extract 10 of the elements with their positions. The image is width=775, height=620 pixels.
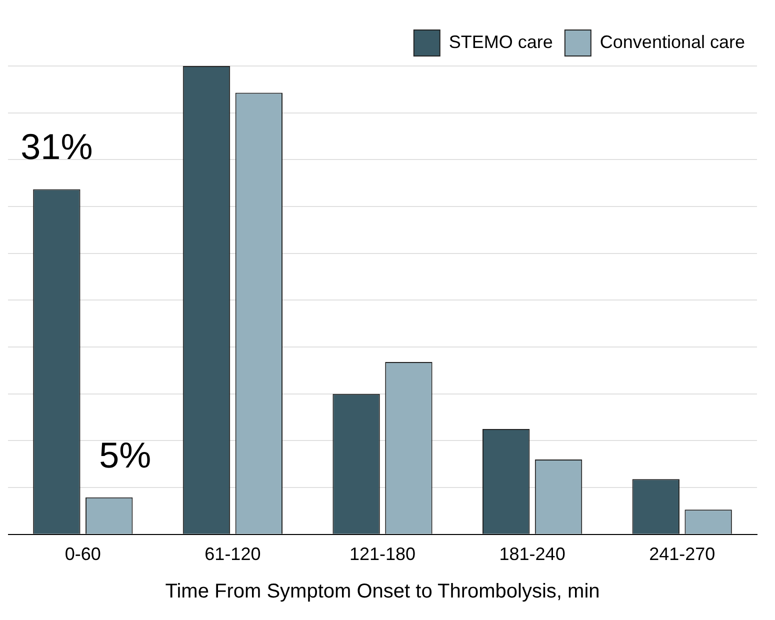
legend-label: Conventional care xyxy=(600,32,746,52)
x-tick-label: 61-120 xyxy=(204,544,261,564)
x-tick-label: 241-270 xyxy=(649,544,716,564)
annotation: 31% xyxy=(20,126,93,168)
annotation: 5% xyxy=(99,434,152,476)
legend-label: STEMO care xyxy=(448,32,553,52)
x-tick-label: 181-240 xyxy=(499,544,566,564)
x-axis-title: Time From Symptom Onset to Thrombolysis, min xyxy=(165,580,600,603)
x-tick-label: 121-180 xyxy=(349,544,416,564)
x-tick-label: 0-60 xyxy=(64,544,101,564)
